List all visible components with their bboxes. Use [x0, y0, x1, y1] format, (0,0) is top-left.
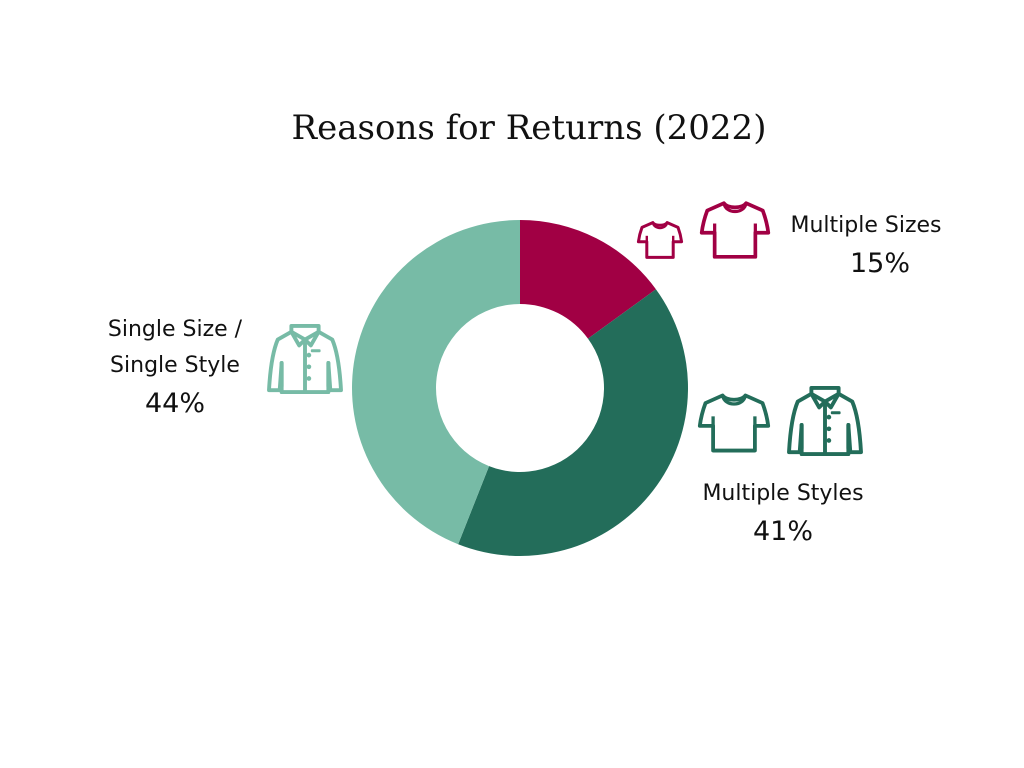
slice-multiple-styles [458, 289, 689, 556]
label-single-percent: 44% [144, 388, 205, 419]
label-multiple-styles-percent: 41% [752, 516, 813, 547]
label-multiple-sizes: Multiple Sizes 15% [776, 208, 956, 284]
label-single-line1: Single Size / [107, 317, 243, 342]
label-single-size-single-style: Single Size / Single Style 44% [90, 312, 260, 424]
dress-shirt-icon [787, 386, 863, 457]
small-tshirt-icon [636, 221, 684, 259]
label-single-line2: Single Style [110, 353, 240, 378]
dress-shirt-icon [267, 324, 343, 395]
slice-single-size-single-style [351, 220, 520, 545]
label-multiple-sizes-name: Multiple Sizes [790, 213, 942, 238]
large-tshirt-icon [699, 201, 771, 259]
tshirt-icon [697, 393, 771, 453]
donut-chart [351, 220, 689, 556]
label-multiple-sizes-percent: 15% [849, 248, 910, 279]
slice-multiple-sizes [520, 220, 656, 339]
label-multiple-styles-name: Multiple Styles [702, 481, 864, 506]
label-multiple-styles: Multiple Styles 41% [688, 476, 878, 552]
chart-title: Reasons for Returns (2022) [291, 108, 767, 148]
